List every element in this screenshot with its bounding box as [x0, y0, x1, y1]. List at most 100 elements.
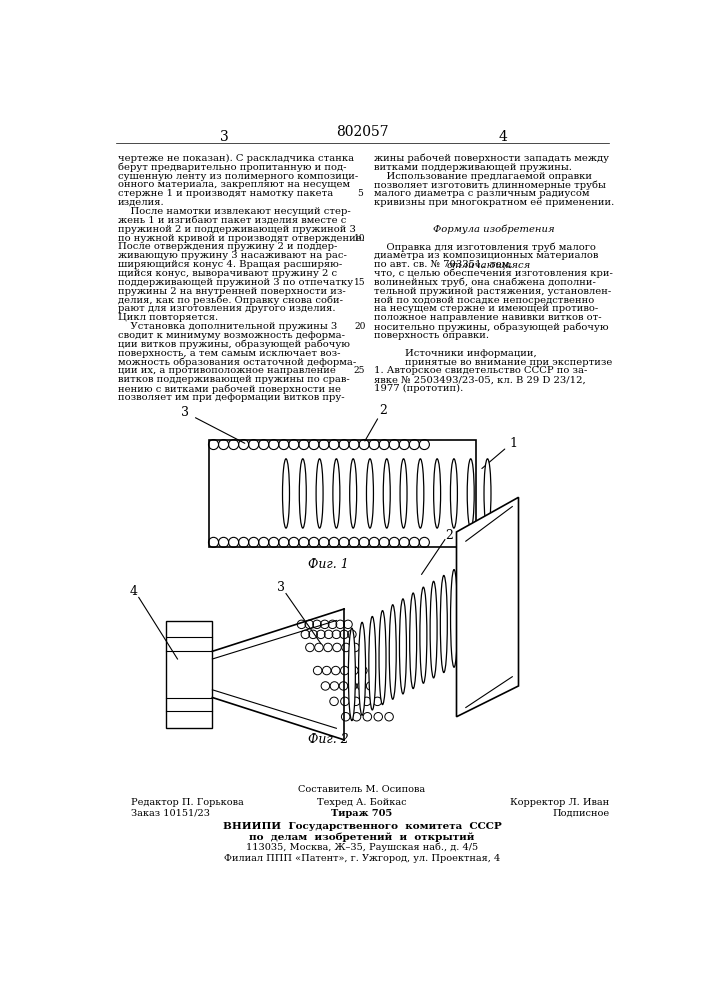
Text: ции витков пружины, образующей рабочую: ции витков пружины, образующей рабочую [118, 340, 350, 349]
Ellipse shape [484, 459, 491, 528]
Text: Составитель М. Осипова: Составитель М. Осипова [298, 785, 426, 794]
Text: сводит к минимуму возможность деформа-: сводит к минимуму возможность деформа- [118, 331, 345, 340]
Ellipse shape [316, 459, 323, 528]
Text: Заказ 10151/23: Заказ 10151/23 [131, 808, 210, 818]
Text: Установка дополнительной пружины 3: Установка дополнительной пружины 3 [118, 322, 337, 331]
Text: нению с витками рабочей поверхности не: нению с витками рабочей поверхности не [118, 384, 341, 394]
Text: 1: 1 [509, 437, 517, 450]
Text: Формула изобретения: Формула изобретения [433, 225, 554, 234]
Text: жень 1 и изгибают пакет изделия вместе с: жень 1 и изгибают пакет изделия вместе с [118, 216, 346, 225]
Text: 4: 4 [498, 130, 508, 144]
Text: После намотки извлекают несущий стер-: После намотки извлекают несущий стер- [118, 207, 351, 216]
Text: отличающаяся: отличающаяся [447, 260, 531, 269]
Text: сушенную ленту из полимерного композици-: сушенную ленту из полимерного композици- [118, 172, 358, 181]
Text: 4: 4 [129, 585, 137, 598]
Text: 10: 10 [354, 234, 366, 243]
Text: 2: 2 [379, 404, 387, 417]
Text: можность образования остаточной деформа-: можность образования остаточной деформа- [118, 358, 356, 367]
Polygon shape [457, 497, 518, 717]
Text: Тираж 705: Тираж 705 [332, 808, 392, 818]
Text: живающую пружину 3 насаживают на рас-: живающую пружину 3 насаживают на рас- [118, 251, 346, 260]
Text: 15: 15 [354, 278, 366, 287]
Ellipse shape [399, 599, 407, 694]
Bar [166, 620, 212, 728]
Bar [209, 440, 476, 547]
Text: пружиной 2 и поддерживающей пружиной 3: пружиной 2 и поддерживающей пружиной 3 [118, 225, 356, 234]
Ellipse shape [430, 581, 437, 678]
Text: поверхность, а тем самым исключает воз-: поверхность, а тем самым исключает воз- [118, 349, 340, 358]
Ellipse shape [358, 622, 366, 715]
Text: 3: 3 [276, 581, 285, 594]
Ellipse shape [417, 459, 423, 528]
Text: 20: 20 [354, 322, 366, 331]
Text: по авт. св. № 703351,: по авт. св. № 703351, [373, 260, 487, 269]
Text: изделия.: изделия. [118, 198, 165, 207]
Text: позволяет им при деформации витков пру-: позволяет им при деформации витков пру- [118, 393, 344, 402]
Text: принятые во внимание при экспертизе: принятые во внимание при экспертизе [404, 358, 612, 367]
Text: тем,: тем, [487, 260, 513, 269]
Text: волинейных труб, она снабжена дополни-: волинейных труб, она снабжена дополни- [373, 278, 595, 287]
Ellipse shape [409, 593, 416, 689]
Text: носительно пружины, образующей рабочую: носительно пружины, образующей рабочую [373, 322, 608, 332]
Ellipse shape [379, 611, 386, 705]
Text: Оправка для изготовления труб малого: Оправка для изготовления труб малого [373, 242, 595, 252]
Text: кривизны при многократном её применении.: кривизны при многократном её применении. [373, 198, 614, 207]
Text: онного материала, закрепляют на несущем: онного материала, закрепляют на несущем [118, 180, 350, 189]
Text: поверхность оправки.: поверхность оправки. [373, 331, 489, 340]
Ellipse shape [440, 575, 448, 673]
Text: 5: 5 [357, 189, 363, 198]
Text: 1977 (прототип).: 1977 (прототип). [373, 384, 463, 393]
Text: диаметра из композиционных материалов: диаметра из композиционных материалов [373, 251, 598, 260]
Text: Техред А. Бойкас: Техред А. Бойкас [317, 798, 407, 807]
Ellipse shape [333, 459, 340, 528]
Ellipse shape [349, 628, 356, 721]
Text: ции их, а противоположное направление: ции их, а противоположное направление [118, 366, 336, 375]
Ellipse shape [400, 459, 407, 528]
Ellipse shape [383, 459, 390, 528]
Text: Фиг. 2: Фиг. 2 [308, 733, 349, 746]
Text: 2: 2 [445, 529, 452, 542]
Text: Филиал ППП «Патент», г. Ужгород, ул. Проектная, 4: Филиал ППП «Патент», г. Ужгород, ул. Про… [224, 854, 500, 863]
Ellipse shape [433, 459, 440, 528]
Text: по  делам  изобретений  и  открытий: по делам изобретений и открытий [250, 832, 474, 842]
Text: чертеже не показан). С раскладчика станка: чертеже не показан). С раскладчика станк… [118, 154, 354, 163]
Text: пружины 2 на внутренней поверхности из-: пружины 2 на внутренней поверхности из- [118, 287, 346, 296]
Text: 802057: 802057 [336, 125, 388, 139]
Text: берут предварительно пропитанную и под-: берут предварительно пропитанную и под- [118, 163, 346, 172]
Text: витками поддерживающей пружины.: витками поддерживающей пружины. [373, 163, 571, 172]
Text: щийся конус, выворачивают пружину 2 с: щийся конус, выворачивают пружину 2 с [118, 269, 337, 278]
Text: Использование предлагаемой оправки: Использование предлагаемой оправки [373, 172, 592, 181]
Text: После отверждения пружину 2 и поддер-: После отверждения пружину 2 и поддер- [118, 242, 337, 251]
Text: на несущем стержне и имеющей противо-: на несущем стержне и имеющей противо- [373, 304, 598, 313]
Text: 1. Авторское свидетельство СССР по за-: 1. Авторское свидетельство СССР по за- [373, 366, 587, 375]
Text: делия, как по резьбе. Оправку снова соби-: делия, как по резьбе. Оправку снова соби… [118, 296, 343, 305]
Ellipse shape [420, 587, 427, 683]
Text: тельной пружиной растяжения, установлен-: тельной пружиной растяжения, установлен- [373, 287, 611, 296]
Text: Корректор Л. Иван: Корректор Л. Иван [510, 798, 609, 807]
Ellipse shape [299, 459, 306, 528]
Ellipse shape [366, 459, 373, 528]
Text: малого диаметра с различным радиусом: малого диаметра с различным радиусом [373, 189, 589, 198]
Ellipse shape [350, 459, 356, 528]
Text: Подписное: Подписное [552, 808, 609, 818]
Text: ной по ходовой посадке непосредственно: ной по ходовой посадке непосредственно [373, 296, 594, 305]
Text: Редактор П. Горькова: Редактор П. Горькова [131, 798, 244, 807]
Text: ВНИИПИ  Государственного  комитета  СССР: ВНИИПИ Государственного комитета СССР [223, 822, 501, 831]
Text: ширяющийся конус 4. Вращая расширяю-: ширяющийся конус 4. Вращая расширяю- [118, 260, 342, 269]
Text: по нужной кривой и производят отверждение.: по нужной кривой и производят отверждени… [118, 234, 365, 243]
Text: стержне 1 и производят намотку пакета: стержне 1 и производят намотку пакета [118, 189, 333, 198]
Text: Источники информации,: Источники информации, [404, 349, 537, 358]
Text: 3: 3 [181, 406, 189, 419]
Text: что, с целью обеспечения изготовления кри-: что, с целью обеспечения изготовления кр… [373, 269, 612, 278]
Text: позволяет изготовить длинномерные трубы: позволяет изготовить длинномерные трубы [373, 180, 605, 190]
Text: положное направление навивки витков от-: положное направление навивки витков от- [373, 313, 601, 322]
Text: 3: 3 [220, 130, 228, 144]
Text: 25: 25 [354, 366, 366, 375]
Ellipse shape [450, 570, 457, 667]
Text: Цикл повторяется.: Цикл повторяется. [118, 313, 218, 322]
Text: явке № 2503493/23-05, кл. В 29 D 23/12,: явке № 2503493/23-05, кл. В 29 D 23/12, [373, 375, 585, 384]
Text: поддерживающей пружиной 3 по отпечатку: поддерживающей пружиной 3 по отпечатку [118, 278, 353, 287]
Ellipse shape [283, 459, 289, 528]
Ellipse shape [461, 564, 468, 662]
Text: Фиг. 1: Фиг. 1 [308, 558, 349, 571]
